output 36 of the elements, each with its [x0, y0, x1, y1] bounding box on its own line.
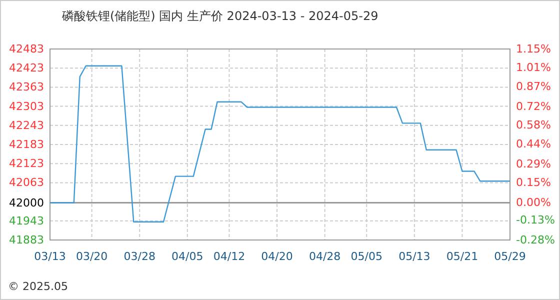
text: © 2025.05: [8, 280, 68, 293]
chart-title: 磷酸铁锂(储能型) 国内 生产价 2024-03-13 - 2024-05-29: [61, 9, 378, 23]
y-tick-label: 42183: [9, 138, 44, 152]
x-tick-label: 04/12: [213, 250, 246, 263]
y2-tick-label: 1.15%: [516, 42, 551, 56]
y2-tick-label: 0.00%: [516, 196, 551, 210]
x-tick-label: 04/28: [308, 250, 341, 263]
x-tick-label: 04/05: [172, 250, 204, 263]
y-tick-label: 41943: [9, 214, 44, 228]
y-tick-label: 42123: [9, 157, 44, 170]
y-tick-label: 42000: [9, 196, 44, 210]
y2-tick-label: 0.15%: [516, 176, 551, 190]
x-tick-label: 04/20: [261, 250, 293, 263]
x-tick-label: 03/28: [124, 250, 156, 263]
x-tick-label: 05/29: [494, 250, 526, 263]
y-tick-label: 42363: [9, 80, 44, 94]
y2-tick-label: 0.58%: [516, 118, 551, 132]
y2-tick-label: 0.29%: [516, 157, 551, 170]
x-tick-label: 03/20: [76, 250, 108, 263]
x-tick-label: 05/05: [350, 250, 382, 263]
y2-tick-label: 1.01%: [516, 61, 551, 74]
y-tick-label: 42483: [9, 42, 44, 56]
x-tick-label: 03/13: [34, 250, 66, 263]
y2-tick-label: -0.28%: [516, 234, 555, 247]
y-tick-label: 42303: [9, 100, 44, 113]
y-tick-label: 41883: [9, 234, 44, 247]
x-tick-label: 05/21: [446, 250, 478, 263]
y2-tick-label: -0.13%: [516, 213, 555, 226]
y2-tick-label: 0.72%: [516, 100, 551, 113]
y2-tick-label: 0.87%: [516, 80, 551, 93]
y-tick-label: 42063: [9, 176, 44, 190]
y-tick-label: 42243: [9, 118, 44, 132]
y2-tick-label: 0.44%: [516, 137, 551, 150]
line-series: [49, 65, 511, 222]
y-tick-label: 42423: [9, 62, 44, 75]
x-tick-label: 05/13: [398, 250, 430, 263]
